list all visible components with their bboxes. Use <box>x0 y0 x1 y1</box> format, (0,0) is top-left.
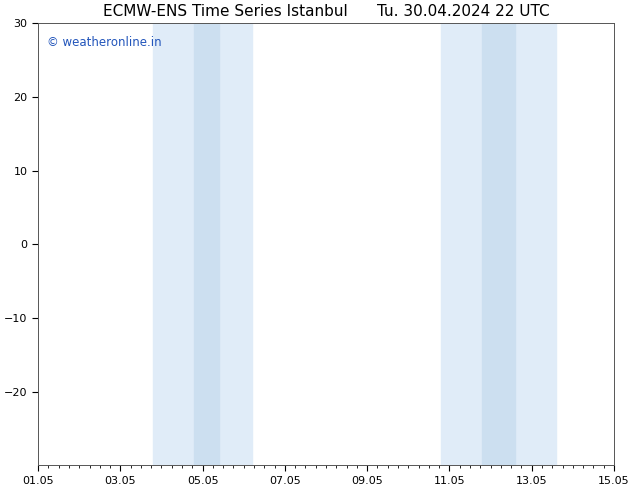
Text: © weatheronline.in: © weatheronline.in <box>47 36 161 49</box>
Title: ECMW-ENS Time Series Istanbul      Tu. 30.04.2024 22 UTC: ECMW-ENS Time Series Istanbul Tu. 30.04.… <box>103 4 550 19</box>
Bar <box>195 23 219 466</box>
Bar <box>441 23 557 466</box>
Bar <box>153 23 252 466</box>
Bar <box>482 23 515 466</box>
